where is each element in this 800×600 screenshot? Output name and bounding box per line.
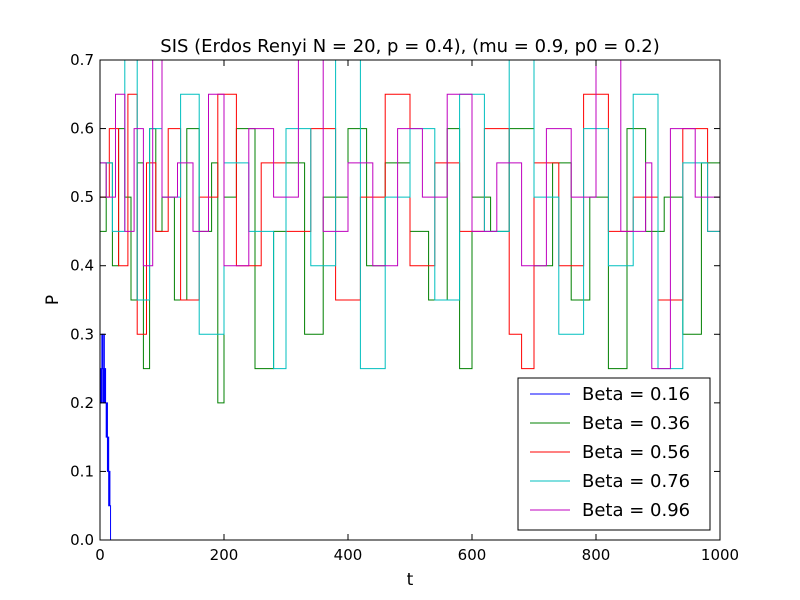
x-tick-label: 800: [582, 546, 611, 564]
y-tick-label: 0.4: [70, 257, 94, 275]
legend-label-3: Beta = 0.56: [582, 442, 690, 463]
y-tick-label: 0.6: [70, 120, 94, 138]
series-line-1: [100, 333, 720, 540]
y-tick-label: 0.2: [70, 394, 94, 412]
legend-label-5: Beta = 0.96: [582, 500, 690, 521]
legend-label-4: Beta = 0.76: [582, 471, 690, 492]
x-axis-label: t: [407, 570, 414, 590]
y-tick-label: 0.5: [70, 188, 94, 206]
x-tick-label: 1000: [701, 546, 739, 564]
legend-label-2: Beta = 0.36: [582, 413, 690, 434]
plot-frame: [99, 59, 721, 541]
series-layer: [100, 60, 720, 540]
x-tick-label: 400: [334, 546, 363, 564]
legend-label-1: Beta = 0.16: [582, 384, 690, 405]
y-tick-label: 0.0: [70, 531, 94, 549]
x-tick-label: 0: [95, 546, 105, 564]
legend: Beta = 0.16 Beta = 0.36 Beta = 0.56 Beta = …: [517, 377, 711, 531]
series-line-5: [100, 60, 720, 370]
tick-layer: 0 200 400 600 800 1000 0.0 0.1 0.2 0.3 0.4 0.5 0.6 0.…: [70, 51, 739, 564]
chart-title: SIS (Erdos Renyi N = 20, p = 0.4), (mu =…: [160, 36, 659, 57]
y-tick-label: 0.1: [70, 462, 94, 480]
y-tick-label: 0.7: [70, 51, 94, 69]
series-line-2: [100, 128, 720, 404]
y-tick-label: 0.3: [70, 325, 94, 343]
x-tick-label: 600: [458, 546, 487, 564]
legend-box: [517, 377, 711, 531]
x-tick-label: 200: [210, 546, 239, 564]
y-axis-label: P: [43, 295, 63, 305]
